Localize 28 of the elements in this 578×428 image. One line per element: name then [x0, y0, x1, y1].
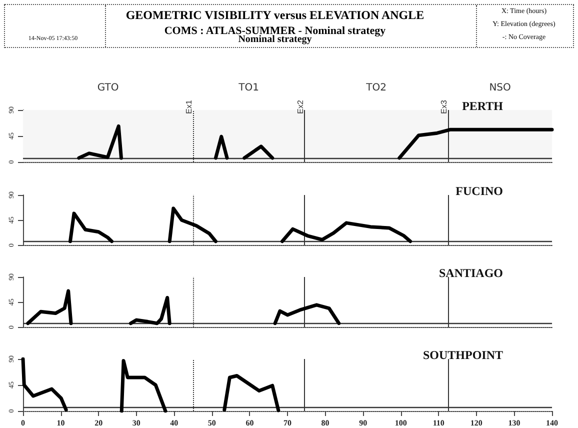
chart-title: SANTIAGO [438, 266, 503, 280]
chart-title: FUCINO [456, 184, 504, 198]
x-tick-label: 90 [359, 418, 368, 428]
x-tick-label: 120 [470, 418, 482, 428]
text: GEOMETRIC VISIBILITY versus ELEVATION ANGLE [124, 8, 426, 23]
ref-line-label: Ex3 [440, 100, 449, 114]
chart-title: SOUTHPOINT [422, 348, 503, 362]
x-tick-label: 40 [170, 418, 178, 428]
x-tick-label: 60 [246, 418, 254, 428]
band-label: TO1 [238, 82, 259, 94]
x-tick-label: 0 [21, 418, 25, 428]
x-tick-label: 130 [508, 418, 520, 428]
chart-title: PERTH [462, 99, 504, 113]
ref-line-label: Ex2 [296, 100, 306, 114]
x-tick-label: 10 [56, 418, 65, 428]
x-tick-label: 70 [284, 418, 292, 428]
x-tick-label: 110 [432, 418, 444, 428]
x-tick-label: 50 [208, 418, 216, 428]
band-label: GTO [97, 82, 119, 94]
x-tick-label: 30 [132, 418, 140, 428]
ref-line-label: Ex1 [184, 100, 194, 114]
x-tick-label: 140 [546, 418, 558, 428]
band-label: NSO [489, 82, 512, 94]
x-tick-label: 100 [394, 418, 407, 428]
text: Nominal strategy [238, 34, 312, 45]
band-label: TO2 [365, 82, 386, 94]
x-tick-label: 20 [94, 418, 103, 428]
x-tick-label: 80 [321, 418, 330, 428]
